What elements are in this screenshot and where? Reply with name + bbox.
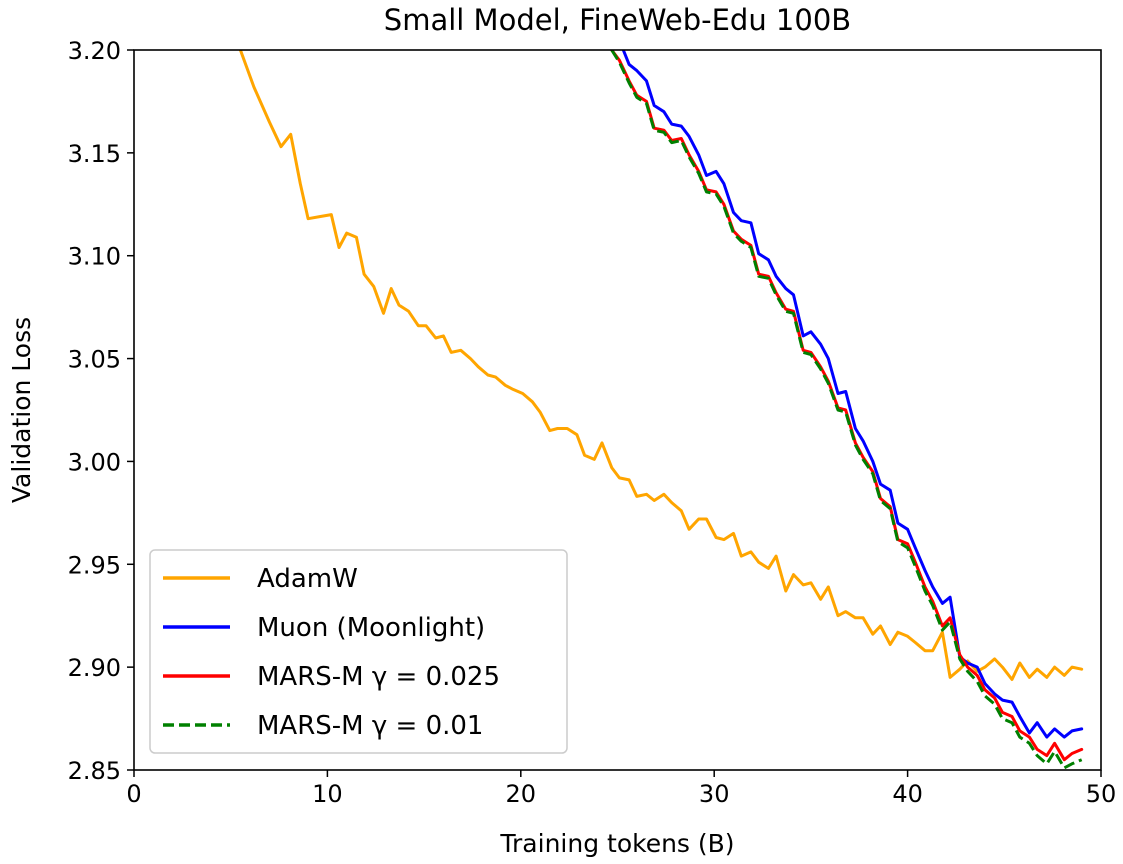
y-axis-label: Validation Loss bbox=[7, 317, 36, 503]
y-tick-label: 3.10 bbox=[68, 243, 121, 271]
y-tick-label: 3.00 bbox=[68, 448, 121, 476]
y-tick-label: 2.95 bbox=[68, 551, 121, 579]
series-line-muon-moonlight bbox=[621, 50, 1084, 739]
y-tick-label: 3.05 bbox=[68, 346, 121, 374]
y-tick-label: 2.85 bbox=[68, 757, 121, 785]
series-line-mars-m-0-025 bbox=[610, 50, 1084, 762]
series-layer bbox=[238, 50, 1084, 770]
series-line-adamw bbox=[238, 50, 1084, 681]
plot-frame bbox=[133, 49, 1102, 771]
y-tick-label: 2.90 bbox=[68, 654, 121, 682]
chart-title: Small Model, FineWeb-Edu 100B bbox=[384, 3, 851, 37]
x-tick-label: 50 bbox=[1086, 780, 1117, 808]
y-axis: 2.85 2.90 2.95 3.00 3.05 3.10 3.15 3.20 bbox=[68, 37, 134, 785]
x-tick-label: 10 bbox=[312, 780, 343, 808]
x-tick-label: 0 bbox=[126, 780, 141, 808]
y-tick-label: 3.20 bbox=[68, 37, 121, 65]
legend-label: MARS-M γ = 0.025 bbox=[257, 662, 500, 692]
x-tick-label: 40 bbox=[892, 780, 923, 808]
legend-label: AdamW bbox=[257, 564, 358, 594]
y-tick-label: 3.15 bbox=[68, 140, 121, 168]
legend-label: Muon (Moonlight) bbox=[257, 613, 485, 643]
x-axis-label: Training tokens (B) bbox=[499, 829, 734, 858]
legend: AdamW Muon (Moonlight) MARS-M γ = 0.025 MAR… bbox=[149, 549, 568, 754]
legend-box bbox=[149, 549, 568, 754]
x-tick-label: 30 bbox=[699, 780, 730, 808]
x-tick-label: 20 bbox=[506, 780, 537, 808]
x-axis: 0 10 20 30 40 50 bbox=[126, 770, 1116, 808]
legend-label: MARS-M γ = 0.01 bbox=[257, 711, 483, 741]
